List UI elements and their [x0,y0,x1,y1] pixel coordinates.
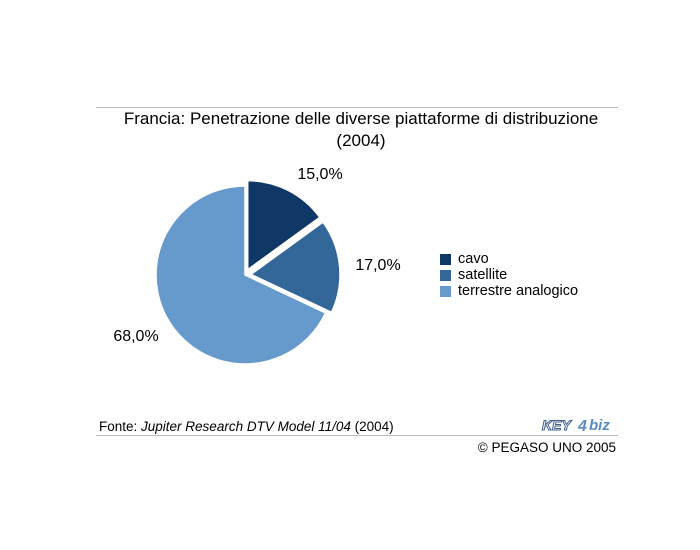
pie-slice-cavo [246,179,321,272]
source-title: Jupiter Research DTV Model 11/04 [141,419,351,434]
data-label-satellite: 17,0% [355,257,400,274]
chart-title-line1: Francia: Penetrazione delle diverse piat… [123,109,599,128]
legend-swatch-terrestre [440,285,451,297]
legend-label-satellite: satellite [458,267,508,283]
logo-text-left: KEY [542,417,572,433]
source-prefix: Fonte: [99,419,142,434]
chart-title: Francia: Penetrazione delle diverse piat… [96,108,626,152]
legend-swatch-satellite [440,269,451,281]
copyright: © PEGASO UNO 2005 [477,440,616,455]
legend-swatch-cavo [440,253,451,265]
bottom-divider [96,435,618,436]
key4biz-logo: KEY 4 biz [542,417,611,436]
logo-text-right: biz [589,417,610,434]
source-suffix: (2004) [350,419,394,434]
pie-slice-satellite [249,221,341,314]
legend: cavo satellite terrestre analogico [440,251,578,299]
legend-label-cavo: cavo [458,251,489,267]
logo-text-mid: 4 [577,418,587,435]
chart-title-line2: (2004) [336,131,386,150]
legend-item-terrestre: terrestre analogico [440,283,578,299]
legend-label-terrestre: terrestre analogico [458,283,579,299]
pie-slice-terrestre-analogico [155,185,327,365]
source-note: Fonte: Jupiter Research DTV Model 11/04 … [99,419,394,434]
legend-item-cavo: cavo [440,251,578,267]
data-label-terrestre-analogico: 68,0% [113,328,158,345]
legend-item-satellite: satellite [440,267,578,283]
data-label-cavo: 15,0% [297,166,342,183]
top-divider [96,107,618,108]
